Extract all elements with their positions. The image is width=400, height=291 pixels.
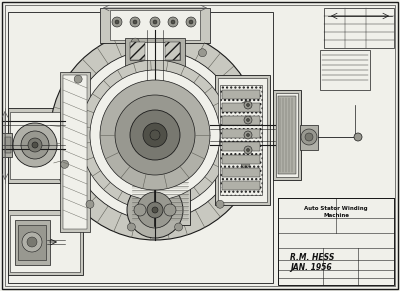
Bar bbox=[10, 112, 60, 179]
Circle shape bbox=[74, 75, 82, 83]
Circle shape bbox=[246, 148, 250, 152]
Bar bbox=[110, 10, 200, 40]
Circle shape bbox=[301, 129, 317, 145]
Circle shape bbox=[164, 204, 176, 216]
Circle shape bbox=[21, 131, 49, 159]
Circle shape bbox=[115, 20, 119, 24]
Circle shape bbox=[90, 70, 220, 200]
Circle shape bbox=[130, 17, 140, 27]
Bar bbox=[222, 142, 260, 151]
Bar bbox=[218, 78, 267, 202]
Circle shape bbox=[130, 110, 180, 160]
Circle shape bbox=[244, 101, 252, 109]
Circle shape bbox=[143, 123, 167, 147]
Bar bbox=[300, 125, 318, 150]
Circle shape bbox=[246, 134, 250, 136]
Circle shape bbox=[27, 237, 37, 247]
Circle shape bbox=[168, 17, 178, 27]
Circle shape bbox=[246, 104, 250, 107]
Bar bbox=[18, 225, 46, 260]
Bar bbox=[5, 137, 11, 153]
Circle shape bbox=[86, 200, 94, 208]
Circle shape bbox=[131, 38, 139, 46]
Bar bbox=[125, 38, 185, 66]
Circle shape bbox=[22, 232, 42, 252]
Polygon shape bbox=[165, 42, 180, 60]
Bar bbox=[320, 50, 370, 90]
Circle shape bbox=[171, 20, 175, 24]
Circle shape bbox=[153, 20, 157, 24]
Circle shape bbox=[112, 17, 122, 27]
Circle shape bbox=[241, 160, 249, 168]
Bar bbox=[15, 220, 50, 265]
Circle shape bbox=[186, 17, 196, 27]
Circle shape bbox=[152, 207, 158, 213]
Bar bbox=[10, 215, 80, 272]
Bar bbox=[60, 72, 90, 232]
Circle shape bbox=[150, 17, 160, 27]
Bar bbox=[100, 8, 210, 43]
Circle shape bbox=[28, 138, 42, 152]
Circle shape bbox=[127, 223, 135, 231]
Bar bbox=[63, 75, 87, 229]
Circle shape bbox=[216, 200, 224, 208]
Circle shape bbox=[61, 160, 69, 168]
Bar bbox=[222, 129, 260, 138]
Bar bbox=[2, 117, 275, 153]
Text: JAN. 1956: JAN. 1956 bbox=[290, 263, 332, 272]
Circle shape bbox=[137, 192, 173, 228]
Circle shape bbox=[198, 49, 206, 57]
Bar bbox=[130, 170, 190, 225]
Circle shape bbox=[80, 60, 230, 210]
Bar bbox=[8, 108, 63, 183]
Bar bbox=[222, 116, 260, 125]
Circle shape bbox=[189, 20, 193, 24]
Circle shape bbox=[32, 142, 38, 148]
Bar bbox=[276, 93, 298, 177]
Circle shape bbox=[115, 95, 195, 175]
Circle shape bbox=[244, 116, 252, 124]
Bar bbox=[222, 103, 260, 112]
Bar bbox=[8, 12, 273, 283]
Bar bbox=[8, 210, 83, 275]
Bar bbox=[222, 181, 260, 190]
Text: Auto Stator Winding: Auto Stator Winding bbox=[304, 206, 368, 211]
Circle shape bbox=[13, 123, 57, 167]
Bar bbox=[220, 85, 262, 195]
Circle shape bbox=[50, 30, 260, 240]
Circle shape bbox=[127, 182, 183, 238]
Circle shape bbox=[241, 102, 249, 110]
Bar bbox=[273, 90, 301, 180]
Bar bbox=[222, 90, 260, 99]
Bar bbox=[222, 168, 260, 177]
Bar bbox=[2, 133, 12, 157]
Circle shape bbox=[134, 204, 146, 216]
Circle shape bbox=[354, 133, 362, 141]
Circle shape bbox=[150, 130, 160, 140]
Circle shape bbox=[175, 223, 183, 231]
Bar bbox=[222, 155, 260, 164]
Bar bbox=[278, 96, 296, 174]
Bar bbox=[278, 198, 394, 285]
Bar bbox=[130, 42, 180, 60]
Circle shape bbox=[244, 146, 252, 154]
Circle shape bbox=[70, 50, 240, 220]
Circle shape bbox=[100, 80, 210, 190]
Circle shape bbox=[133, 20, 137, 24]
Circle shape bbox=[244, 131, 252, 139]
Polygon shape bbox=[130, 42, 145, 60]
Circle shape bbox=[246, 118, 250, 122]
Text: R.M. HESS: R.M. HESS bbox=[290, 253, 334, 262]
Bar bbox=[324, 8, 394, 48]
Bar bbox=[215, 75, 270, 205]
Text: Machine: Machine bbox=[323, 213, 349, 218]
Circle shape bbox=[305, 133, 313, 141]
Circle shape bbox=[147, 202, 163, 218]
